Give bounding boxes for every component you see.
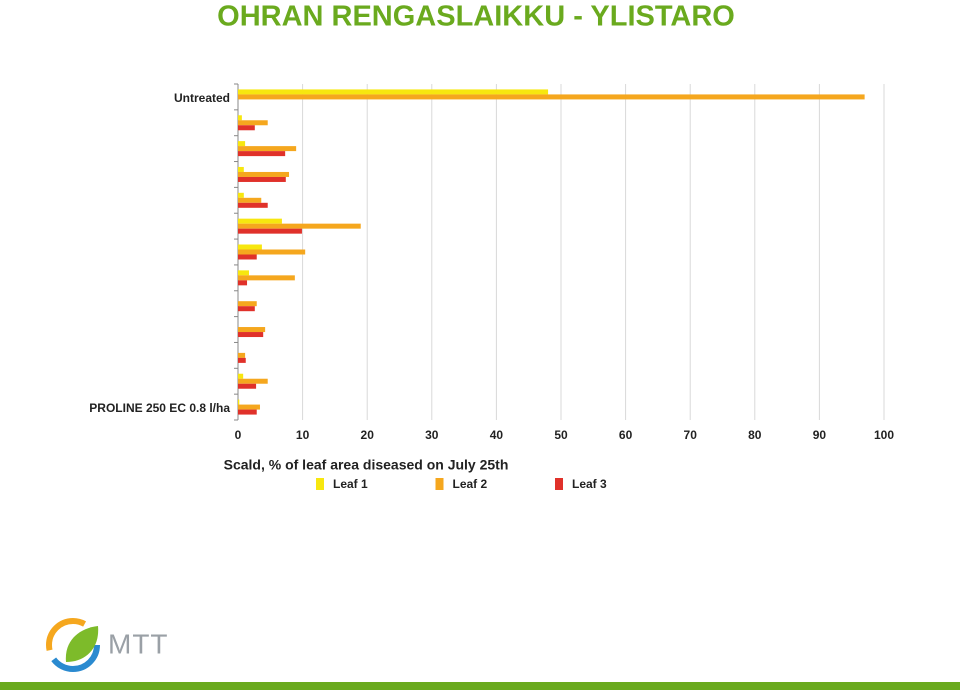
bar: [238, 254, 257, 260]
x-axis-title: Scald, % of leaf area diseased on July 2…: [224, 457, 509, 473]
legend-swatch: [555, 478, 563, 490]
y-tick-label: PROLINE 250 EC 0.8 l/ha: [89, 401, 230, 415]
bar: [238, 244, 262, 250]
bar: [238, 89, 549, 95]
x-tick-label: 50: [554, 428, 568, 442]
x-tick-label: 60: [619, 428, 633, 442]
bar: [238, 280, 248, 286]
bar: [238, 383, 257, 389]
bar: [238, 115, 242, 121]
bar: [238, 399, 240, 405]
bar: [238, 197, 262, 203]
bar: [238, 275, 295, 281]
bar: [238, 327, 266, 333]
x-tick-label: 20: [361, 428, 375, 442]
footer-bar: [0, 682, 960, 690]
bar: [238, 228, 302, 234]
x-tick-label: 90: [813, 428, 827, 442]
legend-label: Leaf 1: [333, 477, 368, 491]
x-tick-label: 70: [684, 428, 698, 442]
bar: [238, 176, 286, 182]
bar: [238, 141, 246, 147]
x-tick-label: 0: [235, 428, 242, 442]
bar: [238, 352, 246, 358]
logo-leaf: [65, 626, 99, 662]
bar: [238, 218, 282, 224]
legend-swatch: [435, 478, 444, 490]
logo-ring: [46, 618, 100, 672]
bar: [238, 378, 268, 384]
x-tick-label: 80: [748, 428, 762, 442]
chart-title: OHRAN RENGASLAIKKU - YLISTARO: [217, 1, 735, 33]
bar: [238, 270, 249, 276]
bar: [238, 94, 865, 100]
bar: [238, 306, 255, 312]
logo-ring: [46, 618, 100, 672]
x-tick-label: 100: [874, 428, 894, 442]
legend-label: Leaf 2: [453, 477, 488, 491]
bar: [238, 146, 297, 152]
x-tick-label: 40: [490, 428, 504, 442]
bar: [238, 301, 257, 307]
bar: [238, 249, 306, 255]
bar: [238, 332, 264, 338]
legend-swatch: [316, 478, 324, 490]
bar: [238, 202, 268, 208]
bar: [238, 120, 268, 126]
legend-label: Leaf 3: [572, 477, 607, 491]
logo-text: MTT: [108, 628, 169, 659]
bar: [238, 151, 286, 157]
bar: [238, 125, 255, 131]
bar: [238, 404, 260, 410]
y-tick-label: Untreated: [174, 91, 230, 105]
bar: [238, 409, 257, 415]
x-tick-label: 30: [425, 428, 439, 442]
bar: [238, 166, 244, 172]
bar: [238, 373, 244, 379]
bar: [238, 171, 290, 177]
bar: [238, 192, 244, 198]
bar: [238, 223, 361, 229]
logo: MTT: [46, 618, 169, 672]
x-tick-label: 10: [296, 428, 310, 442]
bar: [238, 357, 246, 363]
